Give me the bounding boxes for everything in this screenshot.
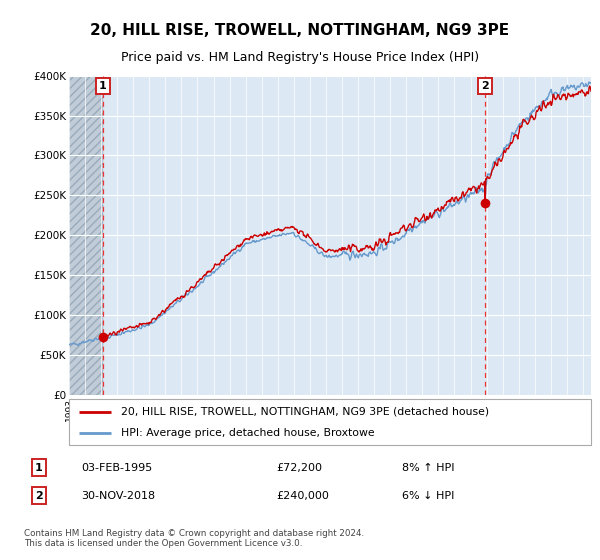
Text: 2: 2 [481,81,489,91]
Text: Contains HM Land Registry data © Crown copyright and database right 2024.
This d: Contains HM Land Registry data © Crown c… [24,529,364,548]
Text: Price paid vs. HM Land Registry's House Price Index (HPI): Price paid vs. HM Land Registry's House … [121,51,479,64]
Text: 1: 1 [98,81,106,91]
Text: 03-FEB-1995: 03-FEB-1995 [81,463,152,473]
Text: 1: 1 [35,463,43,473]
Text: 6% ↓ HPI: 6% ↓ HPI [402,491,454,501]
Text: 20, HILL RISE, TROWELL, NOTTINGHAM, NG9 3PE: 20, HILL RISE, TROWELL, NOTTINGHAM, NG9 … [91,24,509,38]
Text: £72,200: £72,200 [276,463,322,473]
Text: 8% ↑ HPI: 8% ↑ HPI [402,463,455,473]
Text: 30-NOV-2018: 30-NOV-2018 [81,491,155,501]
Text: £240,000: £240,000 [276,491,329,501]
FancyBboxPatch shape [69,399,591,445]
Text: HPI: Average price, detached house, Broxtowe: HPI: Average price, detached house, Brox… [121,428,375,438]
Bar [69,76,103,395]
Text: 2: 2 [35,491,43,501]
Text: 20, HILL RISE, TROWELL, NOTTINGHAM, NG9 3PE (detached house): 20, HILL RISE, TROWELL, NOTTINGHAM, NG9 … [121,407,490,417]
